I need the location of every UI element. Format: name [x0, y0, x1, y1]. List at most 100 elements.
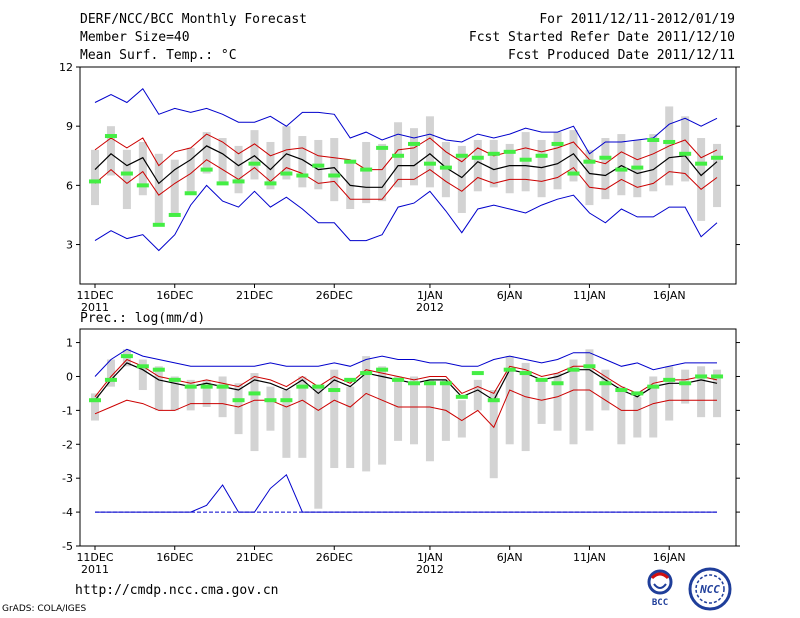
panel2-max-line: [94, 348, 717, 377]
panel1-observed-mark: [152, 222, 165, 227]
panel2-spread-bar: [410, 376, 418, 445]
panel1-spread-bar: [457, 145, 466, 213]
panel2-spread-bar: [282, 390, 291, 458]
panel1-lower-line: [94, 159, 718, 200]
panel2-spread-bar: [505, 356, 514, 445]
panel1-min-line: [94, 184, 718, 252]
panel2-observed-mark: [312, 384, 325, 389]
panel2-observed-mark: [647, 384, 660, 389]
panel2-observed-mark: [631, 391, 644, 396]
panel1-spread-bar: [266, 141, 275, 190]
panel2-mean-line: [94, 362, 718, 402]
member-size: Member Size=40: [80, 30, 190, 45]
panel2-spread-bar: [234, 383, 243, 435]
panel1-observed-mark: [392, 153, 405, 158]
panel1-observed-mark: [376, 145, 389, 150]
panel2-observed-mark: [376, 367, 389, 372]
panel2-observed-mark: [471, 371, 484, 376]
panel2-ytick-label: -5: [62, 540, 73, 553]
ncc-logo-text: NCC: [699, 583, 720, 596]
panel1-observed-mark: [120, 171, 133, 176]
panel2-spread-bar: [186, 379, 195, 411]
panel1-xtick-label: 1JAN: [417, 289, 443, 302]
panel1-observed-mark: [280, 171, 293, 176]
panel1-spread-bar: [218, 138, 227, 184]
precip-panel-label: Prec.: log(mm/d): [80, 311, 206, 326]
panel1-spread-bar: [553, 132, 562, 190]
panel2-observed-mark: [392, 377, 405, 382]
panel2-observed-mark: [439, 381, 452, 386]
panel2-spread-bar: [218, 376, 227, 418]
panel1-spread-bar: [569, 130, 578, 182]
panel2-observed-mark: [200, 384, 213, 389]
start-date: Fcst Started Refer Date 2011/12/10: [468, 30, 735, 45]
panel2-observed-mark: [567, 367, 580, 372]
panel1-observed-mark: [583, 159, 596, 164]
footer-url[interactable]: http://cmdp.ncc.cma.gov.cn: [75, 583, 279, 598]
panel1-spread-bar: [91, 149, 99, 206]
panel2-spread-bar: [394, 376, 403, 441]
panel2-observed-mark: [264, 398, 277, 403]
panel1-spread-bar: [601, 138, 610, 200]
panel1-spread-bar: [362, 141, 371, 204]
panel1-spread-bar: [154, 153, 163, 225]
panel2-observed-mark: [615, 388, 628, 393]
panel2-spread-bar: [91, 393, 99, 421]
panel2-min-line: [95, 473, 717, 513]
panel2-observed-mark: [248, 391, 261, 396]
panel2-frame: [79, 328, 737, 547]
panel2-observed-mark: [599, 381, 612, 386]
panel2-observed-mark: [152, 367, 165, 372]
panel1-observed-mark: [711, 155, 724, 160]
panel1-observed-mark: [599, 155, 612, 160]
panel1-observed-mark: [216, 181, 229, 186]
panel2-spread-bar: [537, 379, 546, 424]
panel2-spread-bar: [681, 369, 690, 404]
panel2-observed-mark: [360, 371, 373, 376]
panel2-xtick-label: 16JAN: [653, 551, 686, 564]
panel2-ytick-label: -2: [62, 438, 73, 451]
panel2-ytick-label: 0: [66, 370, 73, 383]
panel2-spread-bar: [697, 366, 706, 418]
panel1-spread-bar: [473, 139, 482, 192]
panel2-spread-bar: [665, 366, 674, 421]
panel2-ytick-label: -3: [62, 472, 73, 485]
panel1-observed-mark: [455, 153, 468, 158]
panel1-xtick-label: 16JAN: [653, 289, 686, 302]
panel1-spread-bar: [298, 136, 307, 188]
panel2-observed-mark: [89, 398, 101, 403]
panel1-observed-mark: [312, 163, 325, 168]
panel1-spread-bar: [138, 141, 147, 196]
panel2-observed-mark: [344, 377, 357, 382]
panel2-observed-mark: [280, 398, 293, 403]
panel2-spread-bar: [521, 362, 530, 452]
panel2-spread-bar: [138, 359, 147, 391]
panel2-spread-bar: [633, 396, 642, 438]
panel1-observed-mark: [296, 173, 309, 178]
panel1-observed-mark: [551, 141, 564, 146]
panel2-spread-bar: [601, 369, 610, 411]
produced-date: Fcst Produced Date 2011/12/11: [508, 48, 735, 63]
panel1-spread-bar: [617, 134, 626, 196]
panel1-spread-bar: [330, 138, 339, 202]
panel1-observed-mark: [647, 137, 660, 142]
forecast-period: For 2011/12/11-2012/01/19: [539, 12, 735, 27]
panel2-observed-mark: [216, 384, 229, 389]
panel2-observed-mark: [184, 384, 197, 389]
panel1-observed-mark: [535, 153, 548, 158]
panel2-spread-bar: [457, 400, 466, 438]
panel2-xtick-label: 26DEC: [316, 551, 353, 564]
panel1-spread-bar: [649, 134, 658, 192]
panel1-frame: [79, 66, 737, 285]
panel1-spread-bar: [410, 128, 418, 186]
panel2-spread-bar: [202, 379, 211, 407]
panel2-spread-bar: [425, 379, 434, 462]
panel1-spread-bar: [425, 116, 434, 188]
panel2-xtick-year: 2011: [81, 563, 109, 576]
panel2-observed-mark: [679, 381, 692, 386]
panel1-mean-line: [94, 145, 718, 188]
panel2-spread-bar: [154, 366, 163, 411]
panel2-observed-mark: [136, 364, 149, 369]
bcc-logo-text: BCC: [652, 598, 668, 608]
variable-label: Mean Surf. Temp.: °C: [80, 48, 237, 63]
